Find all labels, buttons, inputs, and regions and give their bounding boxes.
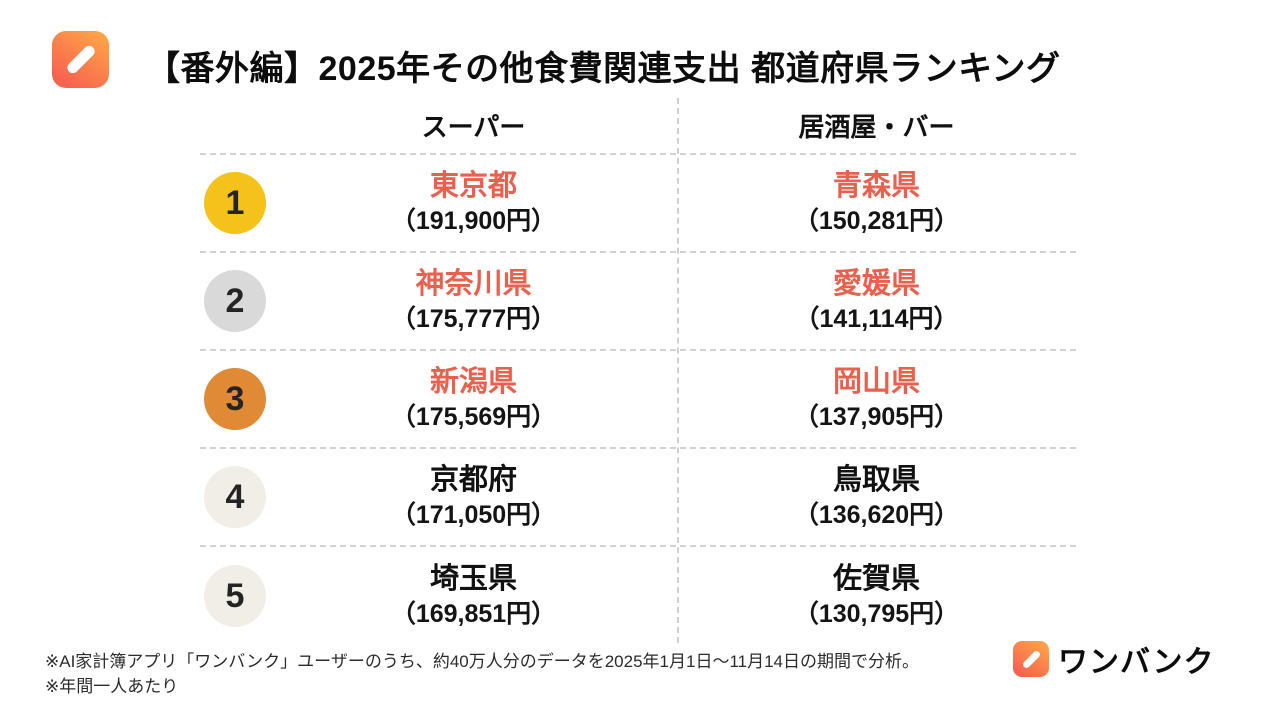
prefecture-value: （191,900円） [390, 207, 557, 236]
prefecture-value: （137,905円） [793, 403, 960, 432]
page-title: 【番外編】2025年その他食費関連支出 都道府県ランキング [146, 50, 1061, 88]
prefecture-value: （169,851円） [390, 600, 557, 629]
prefecture-name: 埼玉県 [429, 563, 517, 596]
ranking-table: スーパー 居酒屋・バー 1 東京都 （191,900円） 青森県 （150,28… [200, 98, 1076, 645]
prefecture-name: 鳥取県 [832, 464, 920, 497]
izakaya-rank3-cell: 岡山県 （137,905円） [677, 365, 1076, 433]
prefecture-name: 愛媛県 [832, 268, 920, 301]
footnote-line-2: ※年間一人あたり [45, 676, 179, 696]
izakaya-rank1-cell: 青森県 （150,281円） [677, 169, 1076, 237]
prefecture-value: （150,281円） [793, 207, 960, 236]
prefecture-value: （171,050円） [390, 501, 557, 530]
super-rank1-cell: 東京都 （191,900円） [270, 169, 677, 237]
footnotes: ※AI家計簿アプリ「ワンバンク」ユーザーのうち、約40万人分のデータを2025年… [45, 650, 919, 699]
footnote-line-1: ※AI家計簿アプリ「ワンバンク」ユーザーのうち、約40万人分のデータを2025年… [45, 652, 920, 671]
prefecture-name: 東京都 [429, 170, 517, 203]
prefecture-value: （175,777円） [390, 305, 557, 334]
prefecture-value: （175,569円） [390, 403, 557, 432]
pencil-slash-glyph [64, 43, 97, 76]
prefecture-name: 佐賀県 [832, 563, 920, 596]
prefecture-name: 青森県 [832, 170, 920, 203]
rank-2-badge: 2 [204, 270, 266, 332]
brand-logo: ワンバンク [1013, 637, 1215, 681]
table-row-rank3: 3 新潟県 （175,569円） 岡山県 （137,905円） [200, 351, 1076, 449]
table-row-rank5: 5 埼玉県 （169,851円） 佐賀県 （130,795円） [200, 547, 1076, 645]
super-rank2-cell: 神奈川県 （175,777円） [270, 267, 677, 335]
table-header-row: スーパー 居酒屋・バー [200, 98, 1076, 155]
super-rank3-cell: 新潟県 （175,569円） [270, 365, 677, 433]
prefecture-name: 神奈川県 [415, 268, 532, 301]
izakaya-rank5-cell: 佐賀県 （130,795円） [677, 562, 1076, 630]
prefecture-name: 岡山県 [832, 366, 920, 399]
column-header-super: スーパー [421, 112, 526, 142]
prefecture-name: 京都府 [429, 464, 517, 497]
rank-3-badge: 3 [204, 368, 266, 430]
super-rank4-cell: 京都府 （171,050円） [270, 463, 677, 531]
izakaya-rank2-cell: 愛媛県 （141,114円） [677, 267, 1076, 335]
izakaya-rank4-cell: 鳥取県 （136,620円） [677, 463, 1076, 531]
super-rank5-cell: 埼玉県 （169,851円） [270, 562, 677, 630]
rank-4-badge: 4 [204, 466, 266, 528]
table-row-rank1: 1 東京都 （191,900円） 青森県 （150,281円） [200, 155, 1076, 253]
pencil-slash-glyph [1021, 649, 1041, 669]
table-row-rank4: 4 京都府 （171,050円） 鳥取県 （136,620円） [200, 449, 1076, 547]
rank-5-badge: 5 [204, 565, 266, 627]
column-header-izakaya: 居酒屋・バー [798, 112, 955, 142]
prefecture-value: （141,114円） [794, 305, 959, 334]
prefecture-name: 新潟県 [429, 366, 517, 399]
app-pencil-icon [52, 31, 109, 88]
prefecture-value: （130,795円） [793, 600, 960, 629]
prefecture-value: （136,620円） [793, 501, 960, 530]
brand-pencil-icon [1013, 641, 1049, 677]
rank-1-badge: 1 [204, 172, 266, 234]
table-row-rank2: 2 神奈川県 （175,777円） 愛媛県 （141,114円） [200, 253, 1076, 351]
column-divider [677, 98, 679, 643]
brand-logo-text: ワンバンク [1058, 646, 1215, 679]
